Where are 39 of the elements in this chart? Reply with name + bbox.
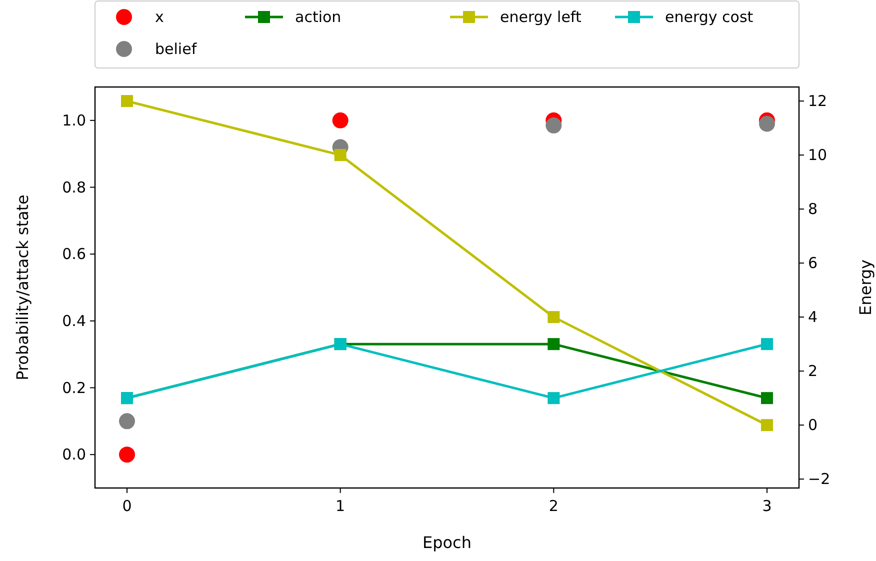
point xyxy=(119,413,135,430)
y-tick-label: 0.8 xyxy=(62,178,86,196)
legend-label: energy left xyxy=(500,8,582,26)
y-tick-label: 1.0 xyxy=(62,111,86,130)
y-tick-label: 0.6 xyxy=(62,245,86,264)
point xyxy=(548,311,560,324)
x-axis-title: Epoch xyxy=(422,533,472,552)
legend-label: belief xyxy=(155,40,198,58)
legend-label: action xyxy=(295,8,342,26)
y-tick-label: 0.0 xyxy=(62,446,86,464)
y2-tick-label: 12 xyxy=(808,92,828,110)
point xyxy=(121,95,133,108)
point xyxy=(119,446,135,463)
point xyxy=(761,419,773,432)
x-tick-label: 2 xyxy=(548,497,558,515)
y2-tick-label: 2 xyxy=(808,362,818,380)
point xyxy=(759,116,775,132)
y-axis-title: Probability/attack state xyxy=(13,194,32,380)
point xyxy=(546,117,562,134)
x-tick-label: 0 xyxy=(122,497,132,515)
legend-label: energy cost xyxy=(665,8,754,26)
y2-axis-title: Energy xyxy=(856,259,875,316)
y2-tick-label: 8 xyxy=(808,200,818,218)
legend-label: x xyxy=(155,8,164,26)
x-tick-label: 1 xyxy=(336,497,346,515)
point xyxy=(332,112,348,128)
y2-tick-label: 4 xyxy=(808,308,818,326)
y2-tick-label: 10 xyxy=(808,146,828,164)
point xyxy=(761,392,773,404)
point xyxy=(334,149,346,162)
point xyxy=(548,392,560,404)
y-tick-label: 0.4 xyxy=(62,312,86,330)
y-tick-label: 0.2 xyxy=(62,378,86,397)
x-tick-label: 3 xyxy=(762,497,772,515)
point xyxy=(761,338,773,350)
point xyxy=(548,338,560,350)
y2-tick-label: −2 xyxy=(808,470,830,488)
y2-tick-label: 0 xyxy=(808,416,818,434)
y2-tick-label: 6 xyxy=(808,254,818,272)
